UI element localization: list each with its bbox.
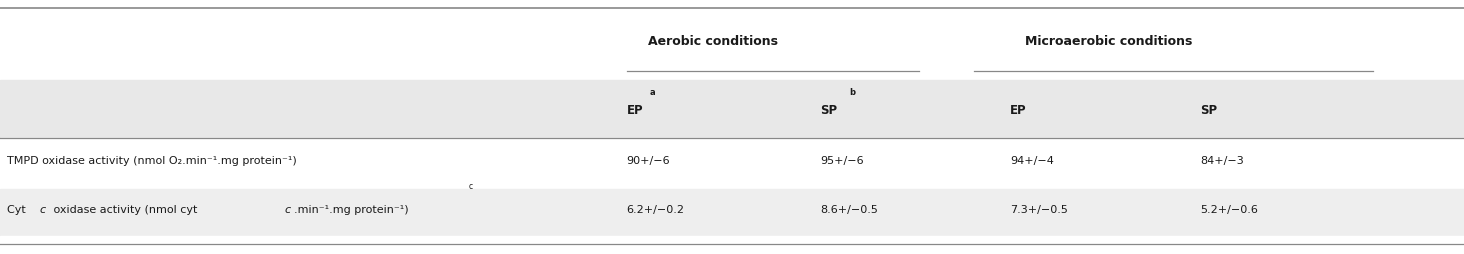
Text: oxidase activity (nmol cyt: oxidase activity (nmol cyt (50, 204, 201, 215)
Text: 7.3+/−0.5: 7.3+/−0.5 (1010, 204, 1069, 215)
Text: TMPD oxidase activity (nmol O₂.min⁻¹.mg protein⁻¹): TMPD oxidase activity (nmol O₂.min⁻¹.mg … (7, 156, 297, 166)
Text: SP: SP (1200, 104, 1218, 117)
Text: 95+/−6: 95+/−6 (820, 156, 864, 166)
Bar (0, 138, 1464, 189)
Text: 90+/−6: 90+/−6 (627, 156, 671, 166)
Text: 6.2+/−0.2: 6.2+/−0.2 (627, 204, 685, 215)
Text: 84+/−3: 84+/−3 (1200, 156, 1244, 166)
Text: Cyt: Cyt (7, 204, 29, 215)
Text: c: c (284, 204, 290, 215)
Bar (0, 8, 1464, 80)
Text: EP: EP (627, 104, 643, 117)
Text: 8.6+/−0.5: 8.6+/−0.5 (820, 204, 878, 215)
Text: a: a (650, 88, 656, 97)
Text: 94+/−4: 94+/−4 (1010, 156, 1054, 166)
Text: EP: EP (1010, 104, 1026, 117)
Bar (0, 80, 1464, 138)
Text: b: b (849, 88, 855, 97)
Text: Microaerobic conditions: Microaerobic conditions (1025, 35, 1192, 49)
Text: c: c (40, 204, 45, 215)
Text: SP: SP (820, 104, 837, 117)
Bar (0, 236, 1464, 254)
Text: 5.2+/−0.6: 5.2+/−0.6 (1200, 204, 1259, 215)
Text: c: c (468, 182, 473, 191)
Text: .min⁻¹.mg protein⁻¹): .min⁻¹.mg protein⁻¹) (294, 204, 408, 215)
Text: Aerobic conditions: Aerobic conditions (649, 35, 777, 49)
Bar (0, 189, 1464, 236)
